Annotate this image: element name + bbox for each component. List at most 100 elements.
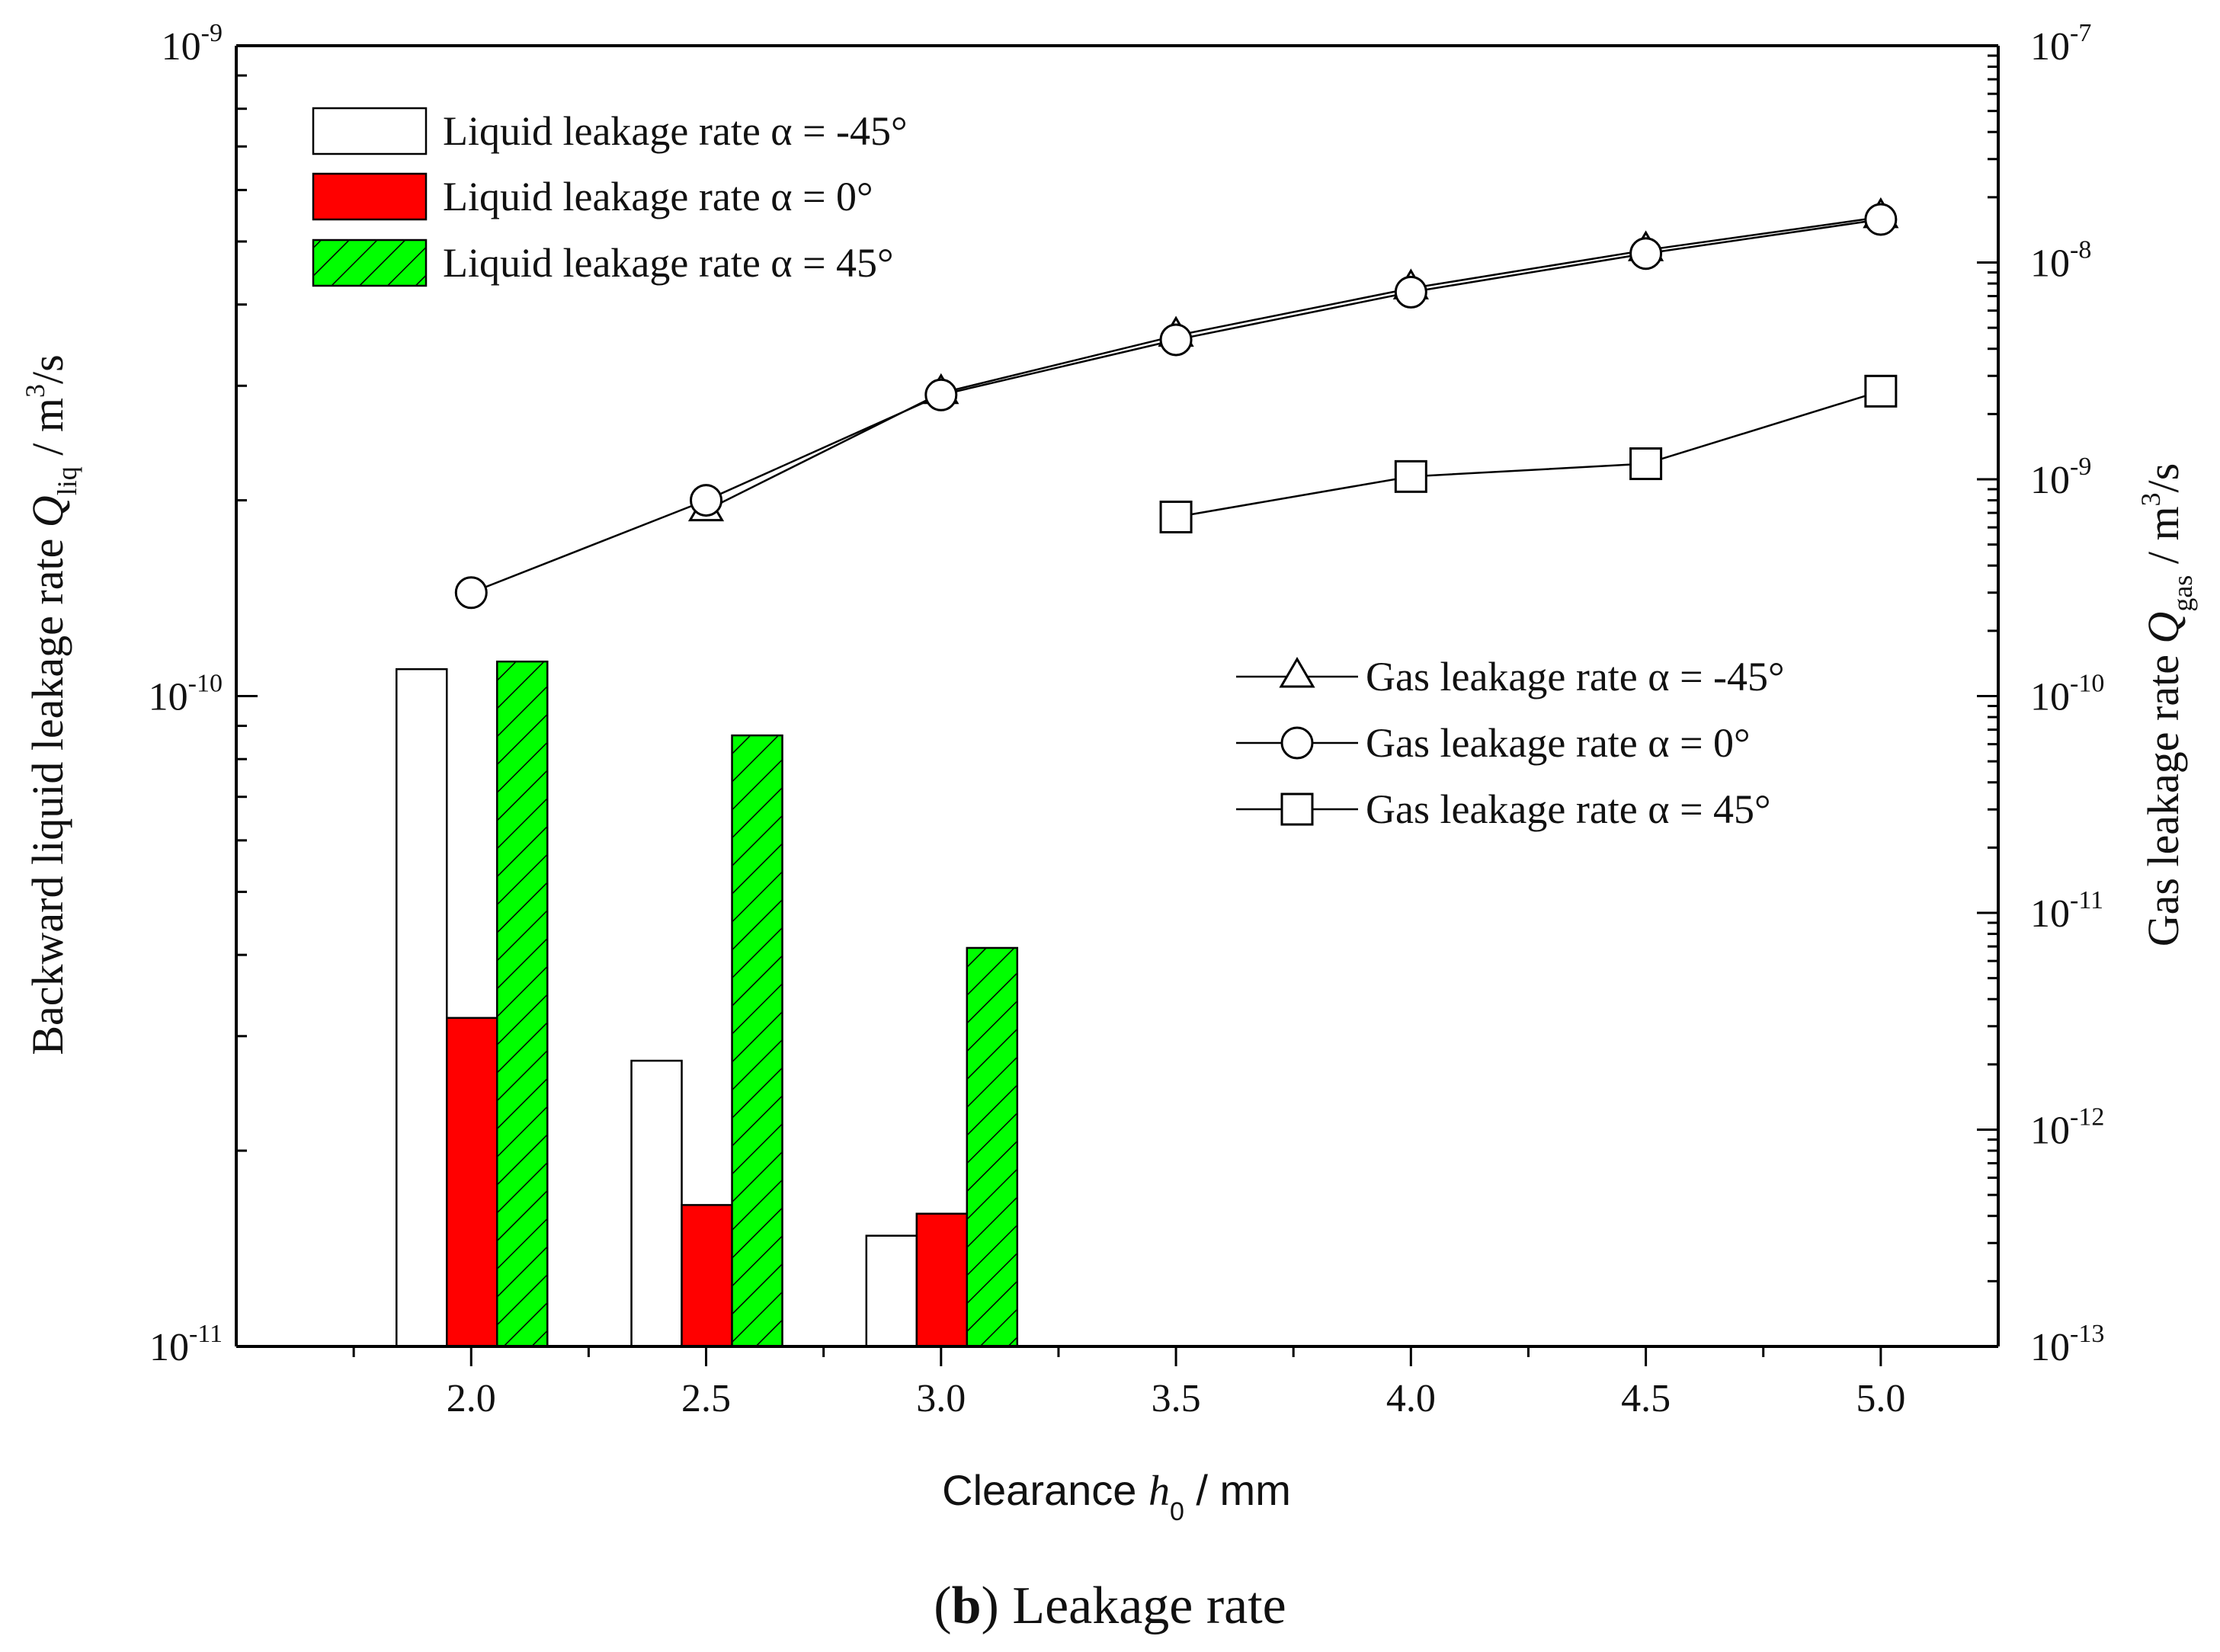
legend-gap (761, 240, 771, 286)
caption-letter: b (951, 1577, 982, 1635)
gas-point-circle-4.5 (1629, 237, 1663, 271)
right-tick-label: 10-12 (2030, 1103, 2104, 1153)
gas-point-circle-2.5 (690, 484, 723, 517)
legend-bar-alpha-2: α = 45° (770, 240, 893, 286)
left-axis-title: Backward liquid leakage rate Qliq / m3/s (20, 354, 82, 1055)
right-tick-label: 10-10 (2030, 670, 2104, 719)
right-tick-label: 10-13 (2030, 1320, 2104, 1369)
left-tick-label: 10-10 (149, 670, 223, 719)
x-tick-label-2.5: 2.5 (681, 1377, 731, 1420)
legend-line-label-1: Gas leakage rate α = 0° (1366, 720, 1751, 766)
left-axis-title-symbol: Q (23, 495, 72, 527)
right-axis-title-sup: 3 (2135, 492, 2166, 506)
right-tick-label: 10-11 (2030, 886, 2103, 936)
legend-line-alpha-2: α = 45° (1648, 786, 1770, 832)
legend-swatch-bar-0 (312, 107, 428, 155)
x-tick-label-4.0: 4.0 (1386, 1377, 1436, 1420)
legend-bar-alpha-0: α = -45° (770, 108, 907, 154)
bar-1-3.0 (915, 1212, 969, 1348)
gas-point-square-5.0 (1864, 374, 1898, 408)
legend-bar-label-0: Liquid leakage rate α = -45° (443, 108, 908, 154)
bar-0-2.0 (396, 668, 448, 1348)
bar-1-2.5 (681, 1204, 733, 1348)
tick-exponent: -12 (2070, 1103, 2104, 1132)
legend-swatch-bar-1 (312, 172, 428, 221)
legend-marker-triangle (1279, 657, 1315, 688)
x-tick-label-2.0: 2.0 (447, 1377, 496, 1420)
right-axis-title-tail: /s (2138, 463, 2188, 493)
left-axis-title-unit: / m (23, 398, 72, 466)
legend-line-label-0: Gas leakage rate α = -45° (1366, 654, 1785, 700)
tick-base: 10 (2030, 1109, 2070, 1153)
gas-point-circle-2.0 (454, 576, 488, 610)
left-axis-title-sub: liq (52, 466, 82, 495)
tick-exponent: -9 (2070, 453, 2091, 481)
gas-point-square-4.5 (1629, 447, 1663, 481)
figure-caption: (b) Leakage rate (934, 1577, 1286, 1635)
gas-point-circle-3.5 (1159, 323, 1193, 357)
tick-exponent: -9 (201, 19, 223, 47)
bar-0-3.0 (865, 1234, 918, 1348)
right-axis-title: Gas leakage rate Qgas / m3/s (2135, 463, 2198, 947)
right-axis-title-prefix: Gas leakage rate (2138, 644, 2188, 947)
legend-marker-circle (1280, 726, 1314, 760)
gas-point-circle-5.0 (1864, 203, 1898, 236)
x-title-sub: 0 (1170, 1497, 1184, 1526)
tick-base: 10 (2030, 242, 2070, 286)
tick-exponent: -11 (189, 1320, 223, 1348)
x-title-unit: / mm (1184, 1466, 1291, 1514)
x-axis-title: Clearance h0 / mm (942, 1466, 1291, 1526)
tick-base: 10 (2030, 892, 2070, 936)
left-axis-title-tail: /s (23, 354, 72, 384)
legend-line-label-2: Gas leakage rate α = 45° (1366, 786, 1771, 832)
x-tick-label-4.5: 4.5 (1621, 1377, 1671, 1420)
tick-base: 10 (2030, 25, 2070, 69)
bar-1-2.0 (446, 1016, 498, 1348)
legend-gap (761, 108, 771, 154)
gas-point-square-3.5 (1159, 500, 1193, 533)
right-axis-title-sub: gas (2167, 575, 2198, 612)
gas-point-circle-3.0 (924, 378, 958, 411)
legend-swatch-bar-2 (312, 239, 428, 287)
tick-base: 10 (2030, 459, 2070, 502)
bar-2-3.0 (966, 946, 1019, 1348)
bar-2-2.5 (731, 734, 783, 1348)
tick-base: 10 (2030, 1326, 2070, 1369)
gas-point-circle-4.0 (1394, 275, 1427, 309)
legend-bar-label-1: Liquid leakage rate α = 0° (443, 174, 873, 219)
tick-exponent: -13 (2070, 1320, 2104, 1348)
legend-marker-square (1280, 792, 1314, 826)
tick-base: 10 (149, 1326, 189, 1369)
right-axis-title-symbol: Q (2138, 612, 2188, 644)
bar-0-2.5 (630, 1059, 683, 1348)
gas-point-square-4.0 (1394, 459, 1427, 493)
right-axis-title-unit: / m (2138, 506, 2188, 575)
tick-base: 10 (162, 25, 201, 69)
tick-exponent: -8 (2070, 236, 2091, 264)
legend-gap (1638, 786, 1648, 832)
tick-base: 10 (2030, 676, 2070, 719)
legend-gap (1638, 720, 1648, 766)
x-tick-label-3.0: 3.0 (916, 1377, 966, 1420)
tick-exponent: -11 (2070, 886, 2103, 914)
bar-2-2.0 (496, 660, 549, 1348)
right-tick-label: 10-7 (2030, 19, 2091, 69)
legend-bar-alpha-1: α = 0° (770, 174, 873, 219)
tick-exponent: -10 (188, 670, 223, 698)
left-axis-title-sup: 3 (20, 384, 50, 398)
legend-line-alpha-0: α = -45° (1648, 654, 1784, 700)
legend-line-alpha-1: α = 0° (1648, 720, 1750, 766)
gas-line-square (1175, 390, 1882, 518)
right-tick-label: 10-8 (2030, 236, 2091, 286)
x-title-prefix: Clearance (942, 1466, 1148, 1514)
x-title-symbol: h (1148, 1468, 1170, 1515)
legend-gap (761, 174, 771, 219)
x-tick-label-5.0: 5.0 (1856, 1377, 1905, 1420)
caption-text: Leakage rate (1012, 1577, 1286, 1635)
left-tick-label: 10-9 (162, 19, 223, 69)
left-tick-label: 10-11 (149, 1320, 223, 1369)
legend-bar-label-2: Liquid leakage rate α = 45° (443, 240, 894, 286)
tick-base: 10 (149, 676, 188, 719)
tick-exponent: -10 (2070, 670, 2104, 698)
